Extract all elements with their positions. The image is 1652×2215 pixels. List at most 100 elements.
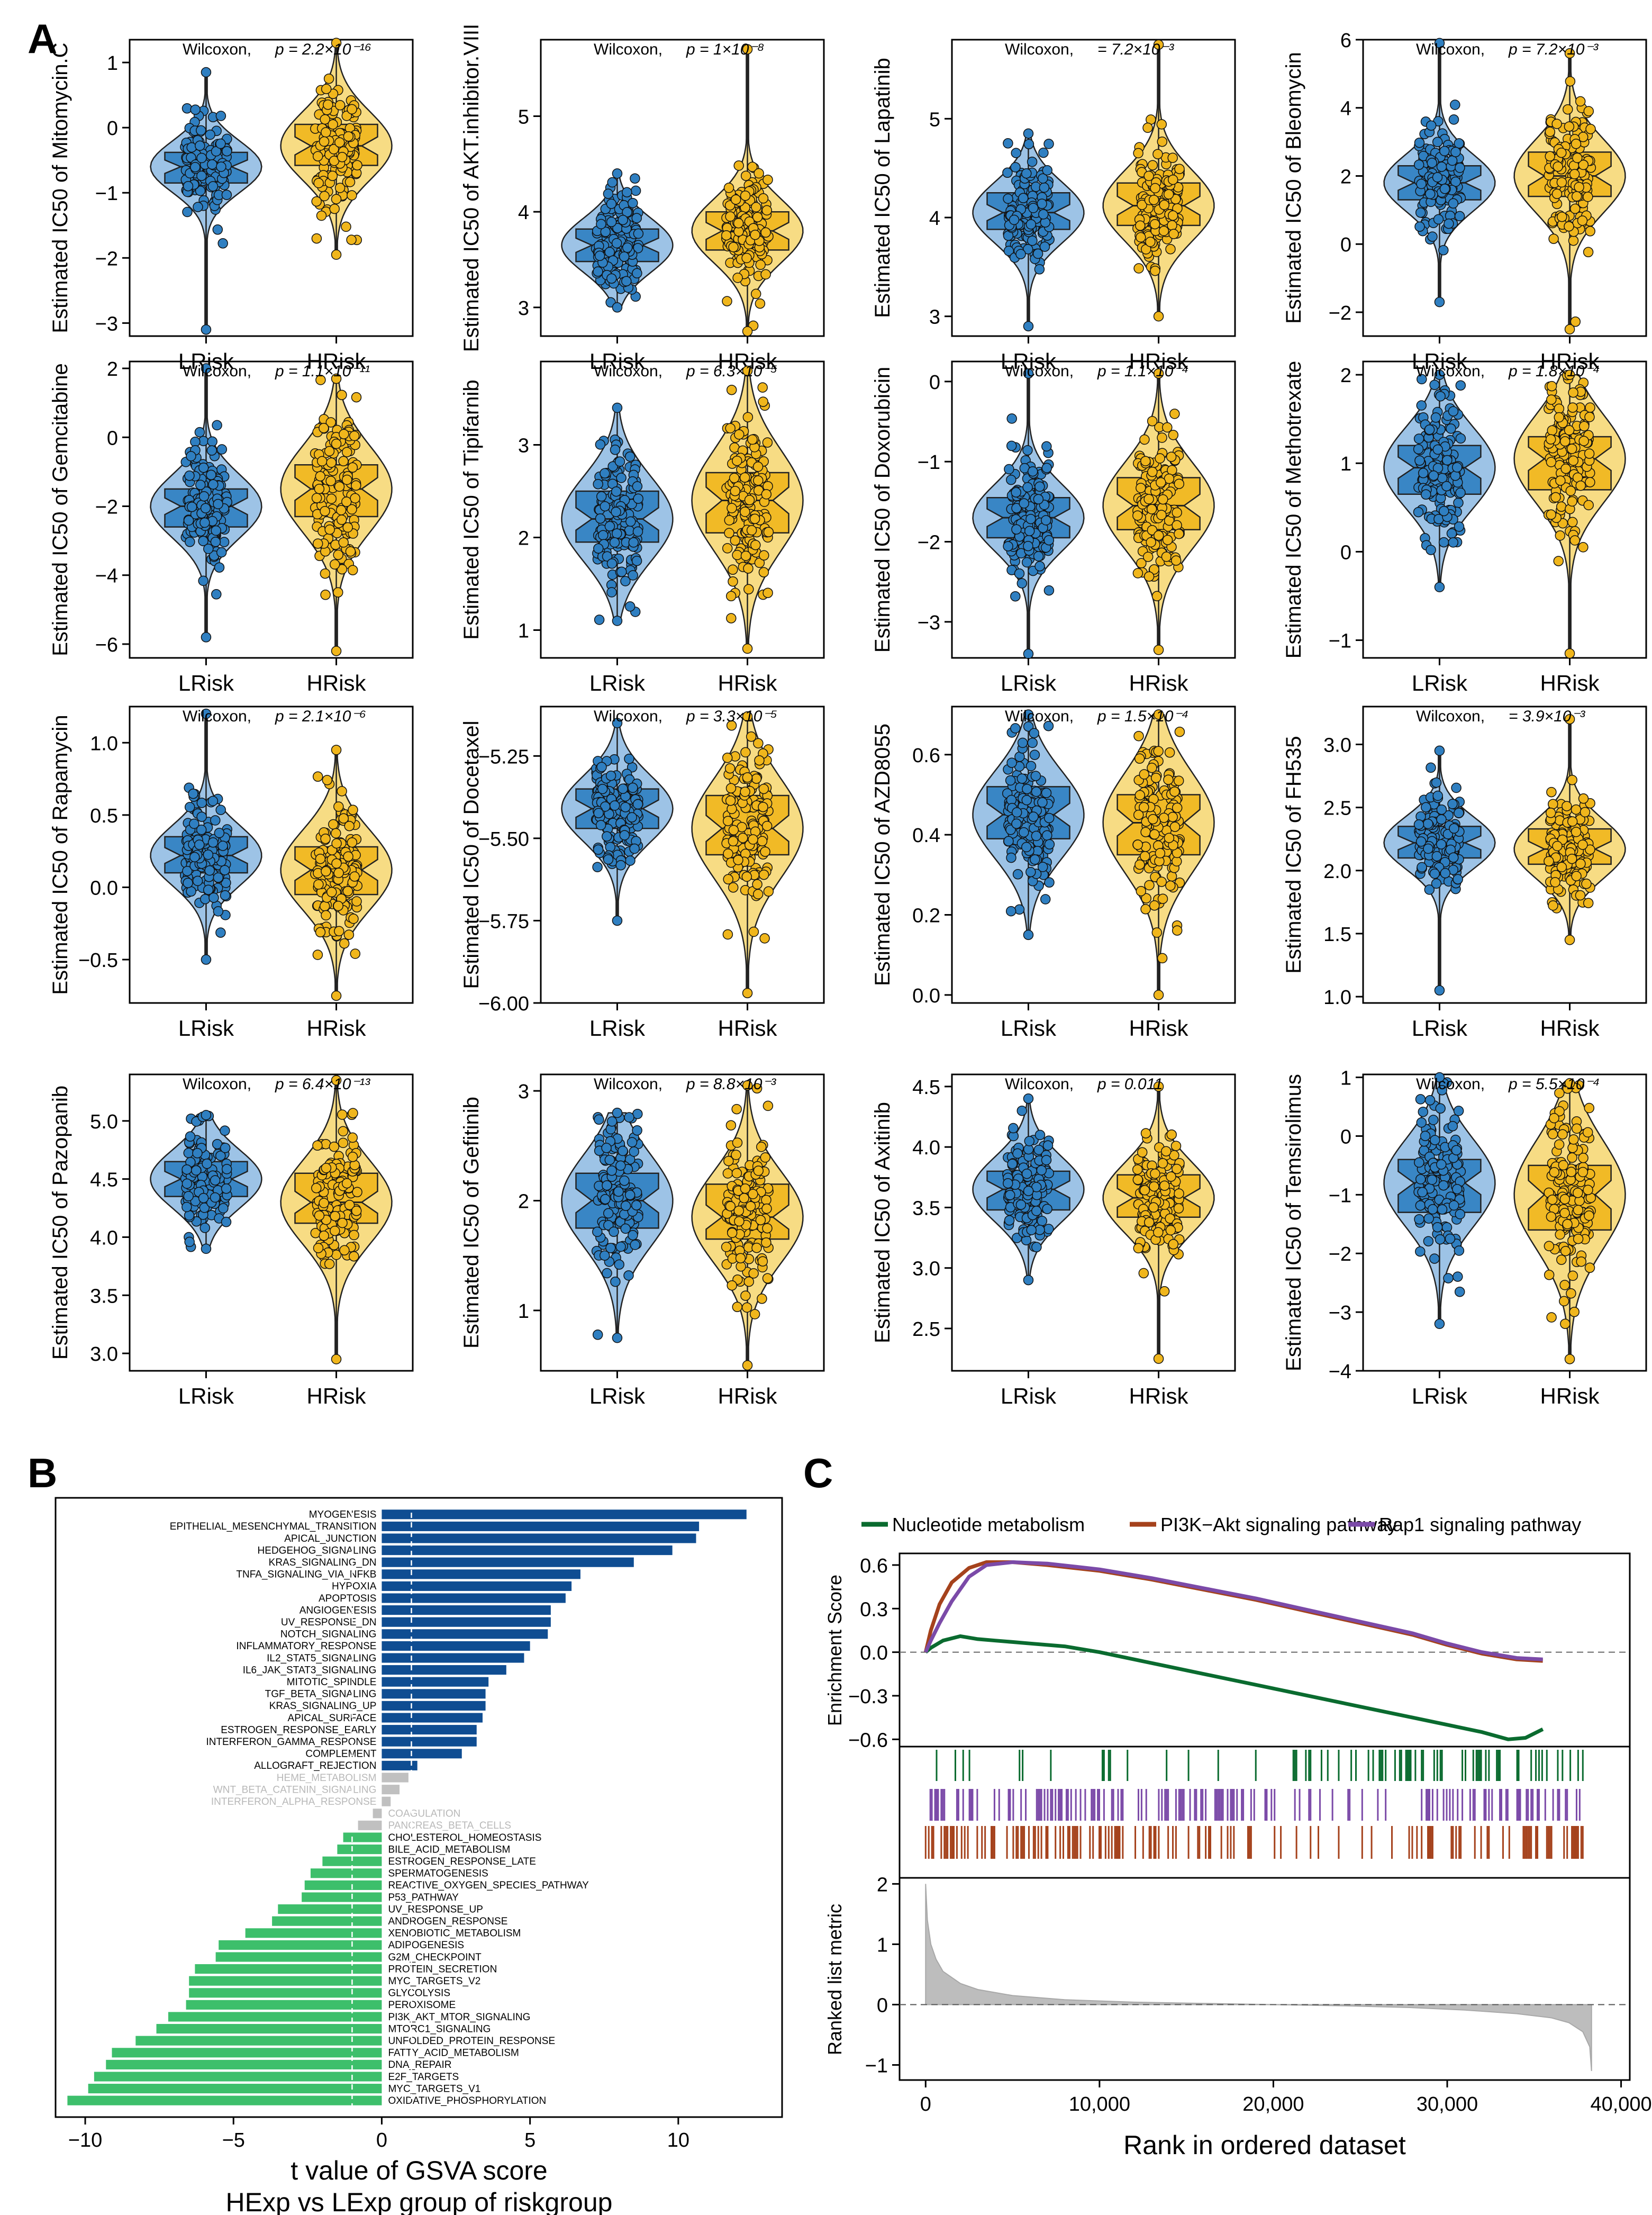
point (609, 1226, 619, 1237)
p-value-label: p = 6.3×10⁻⁵ (686, 363, 777, 380)
point (1450, 147, 1461, 158)
test-label: Wilcoxon, (1005, 41, 1074, 58)
point (625, 516, 636, 527)
point (747, 161, 758, 173)
point (1139, 769, 1150, 780)
y-tick-label: 0.0 (912, 985, 940, 1007)
point (1426, 762, 1436, 773)
point (1170, 194, 1181, 205)
y-tick-label: 0 (107, 117, 118, 140)
point (722, 543, 733, 554)
point (1021, 1168, 1032, 1179)
point (1021, 842, 1032, 853)
point (633, 493, 643, 504)
point (1015, 249, 1026, 259)
point (1583, 106, 1594, 116)
point (1153, 530, 1164, 541)
point (611, 507, 621, 517)
point (1421, 802, 1431, 813)
point (1436, 161, 1447, 172)
point (1016, 773, 1028, 784)
point (331, 990, 342, 1001)
point (1450, 100, 1460, 110)
point (594, 1114, 604, 1125)
test-label: Wilcoxon, (183, 708, 251, 725)
point (600, 468, 610, 479)
point (1552, 840, 1563, 852)
point (1023, 1093, 1034, 1104)
point (1577, 839, 1588, 850)
point (741, 871, 752, 882)
point (214, 828, 225, 838)
y-tick-label: −3 (1329, 1302, 1351, 1324)
point (604, 521, 615, 532)
p-value-label: p = 2.1×10⁻⁶ (275, 708, 366, 725)
y-tick-label: −5.25 (478, 746, 529, 768)
point (312, 771, 323, 782)
point (1546, 786, 1557, 798)
points-low (180, 67, 232, 335)
point (321, 866, 331, 877)
point (1164, 747, 1175, 758)
point (350, 948, 361, 959)
y-tick-label: 6 (1340, 30, 1351, 52)
point (319, 1231, 329, 1241)
point (622, 187, 632, 197)
point (625, 855, 636, 866)
test-label: Wilcoxon, (1005, 708, 1074, 725)
point (1149, 900, 1160, 911)
point (194, 839, 205, 850)
point (753, 475, 764, 486)
point (1044, 839, 1055, 850)
point (629, 843, 640, 854)
point (1567, 816, 1578, 827)
point (198, 491, 210, 502)
point (612, 402, 623, 413)
point (181, 1201, 192, 1213)
point (730, 486, 741, 496)
y-axis-label: Estimated IC50 of Pazopanib (49, 1086, 72, 1360)
test-label: Wilcoxon, (1416, 708, 1485, 725)
point (592, 1330, 603, 1340)
y-tick-label: 3.0 (912, 1258, 940, 1280)
point (203, 849, 214, 860)
point (220, 1125, 230, 1136)
point (733, 1205, 745, 1216)
point (217, 238, 228, 249)
point (1172, 925, 1183, 936)
point (1132, 839, 1143, 850)
point (184, 1236, 195, 1247)
point (1011, 487, 1021, 498)
point (1157, 1158, 1168, 1169)
point (193, 202, 203, 212)
point (763, 527, 774, 538)
point (755, 259, 766, 270)
point (734, 1216, 745, 1227)
point (1585, 477, 1595, 487)
point (628, 782, 638, 793)
point (632, 481, 643, 492)
point (603, 854, 614, 865)
point (1416, 400, 1427, 411)
point (210, 815, 221, 826)
point (311, 1183, 322, 1194)
point (606, 587, 617, 598)
x-tick-label: LRisk (1001, 671, 1057, 695)
points-low (1002, 128, 1055, 332)
point (339, 938, 350, 949)
point (207, 436, 217, 447)
point (190, 162, 201, 173)
point (1569, 535, 1581, 546)
point (1015, 1199, 1027, 1210)
point (1025, 513, 1036, 525)
point (1584, 448, 1595, 459)
point (595, 439, 606, 450)
y-axis-label: Estimated IC50 of Methotrexate (1282, 361, 1305, 659)
point (313, 178, 324, 188)
point (743, 1276, 755, 1287)
point (1002, 167, 1013, 178)
x-tick-label: HRisk (1540, 671, 1600, 695)
y-axis-label: Estimated IC50 of FH535 (1282, 736, 1305, 973)
